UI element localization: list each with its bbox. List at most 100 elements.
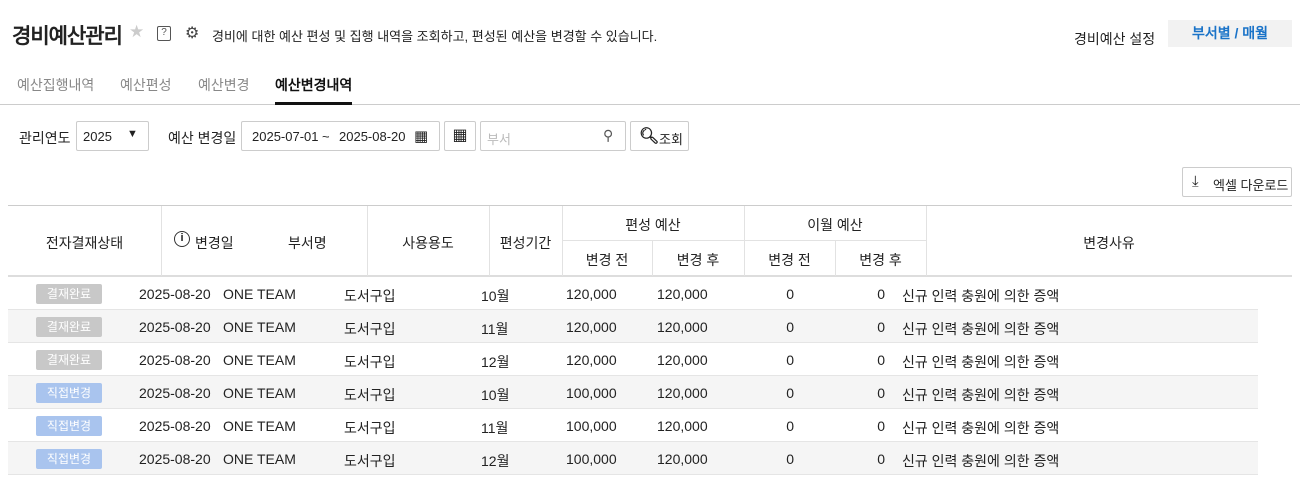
cell-usage: 도서구입 [344, 354, 396, 370]
table-row[interactable]: 직접변경 2025-08-20 ONE TEAM 도서구입 11월 100,000 120,… [8, 409, 1258, 442]
header-carry-after[interactable]: 변경 후 [859, 252, 902, 268]
cell-date: 2025-08-20 [139, 385, 211, 401]
cell-usage: 도서구입 [344, 288, 396, 304]
header-carry-group: 이월 예산 [807, 217, 863, 233]
cell-budget-after: 120,000 [657, 286, 708, 302]
dept-input[interactable]: 부서 ⚲ [480, 121, 626, 151]
cell-budget-before: 120,000 [566, 319, 617, 335]
cell-carry-before: 0 [786, 319, 794, 335]
cell-date: 2025-08-20 [139, 451, 211, 467]
cell-dept: ONE TEAM [223, 352, 296, 368]
tab-bar: 예산집행내역 예산편성 예산변경 예산변경내역 [0, 75, 1300, 105]
cell-date: 2025-08-20 [139, 352, 211, 368]
dept-placeholder: 부서 [487, 132, 511, 147]
cell-carry-after: 0 [877, 385, 885, 401]
budget-settings-button[interactable]: 부서별 / 매월 [1168, 20, 1292, 47]
excel-download-label: 엑셀 다운로드 [1213, 178, 1289, 193]
cell-budget-before: 100,000 [566, 418, 617, 434]
header-date[interactable]: 변경일 [195, 235, 234, 251]
header-budget-before[interactable]: 변경 전 [585, 252, 629, 268]
cell-budget-before: 100,000 [566, 451, 617, 467]
table-header: 전자결재상태 i 변경일 부서명 사용용도 편성기간 편성 예산 변경 전 변경… [8, 205, 1292, 277]
cell-reason: 신규 인력 충원에 의한 증액 [902, 321, 1060, 337]
cell-budget-before: 120,000 [566, 286, 617, 302]
calendar-button[interactable]: ▦ [444, 121, 476, 151]
cell-carry-after: 0 [877, 319, 885, 335]
cell-carry-before: 0 [786, 418, 794, 434]
download-icon: ⤓ [1192, 173, 1199, 190]
date-range-input[interactable]: 2025-07-01 ~ 2025-08-20 ▦ [241, 121, 440, 151]
cell-reason: 신규 인력 충원에 의한 증액 [902, 420, 1060, 436]
org-chart-icon[interactable]: ⚲ [603, 127, 614, 143]
cell-carry-before: 0 [786, 451, 794, 467]
header-period[interactable]: 편성기간 [499, 235, 552, 251]
cell-period: 11월 [481, 420, 509, 436]
excel-download-button[interactable]: ⤓ 엑셀 다운로드 [1182, 167, 1292, 197]
cell-carry-after: 0 [877, 286, 885, 302]
status-badge: 직접변경 [36, 416, 102, 436]
search-icon: 🔍︎ [639, 128, 660, 145]
status-badge: 결재완료 [36, 350, 102, 370]
table-row[interactable]: 직접변경 2025-08-20 ONE TEAM 도서구입 10월 100,000 120,… [8, 376, 1258, 409]
cell-budget-after: 120,000 [657, 451, 708, 467]
cell-reason: 신규 인력 충원에 의한 증액 [902, 453, 1060, 469]
cell-budget-after: 120,000 [657, 385, 708, 401]
favorite-star-icon[interactable]: ★ [129, 22, 145, 41]
cell-budget-after: 120,000 [657, 418, 708, 434]
cell-dept: ONE TEAM [223, 319, 296, 335]
tab-budget-plan[interactable]: 예산편성 [120, 77, 172, 93]
info-icon[interactable]: i [174, 231, 190, 247]
cell-dept: ONE TEAM [223, 451, 296, 467]
status-badge: 직접변경 [36, 449, 102, 469]
status-badge: 결재완료 [36, 317, 102, 337]
cell-budget-after: 120,000 [657, 352, 708, 368]
page-description: 경비에 대한 예산 편성 및 집행 내역을 조회하고, 편성된 예산을 변경할 … [212, 29, 658, 44]
table-row[interactable]: 직접변경 2025-08-20 ONE TEAM 도서구입 12월 100,000 120,… [8, 442, 1258, 475]
cell-reason: 신규 인력 충원에 의한 증액 [902, 387, 1060, 403]
tab-budget-change[interactable]: 예산변경 [198, 77, 250, 93]
cell-budget-before: 120,000 [566, 352, 617, 368]
cell-carry-before: 0 [786, 286, 794, 302]
help-icon[interactable]: ? [157, 26, 171, 41]
page-title: 경비예산관리 [12, 25, 123, 48]
cell-period: 10월 [481, 288, 510, 304]
year-label: 관리연도 [19, 130, 71, 146]
tab-execution[interactable]: 예산집행내역 [17, 77, 95, 93]
cell-period: 11월 [481, 321, 509, 337]
year-value: 2025 [83, 129, 112, 144]
cell-dept: ONE TEAM [223, 286, 296, 302]
table-row[interactable]: 결재완료 2025-08-20 ONE TEAM 도서구입 10월 120,000 120,… [8, 277, 1258, 310]
cell-date: 2025-08-20 [139, 418, 211, 434]
table-row[interactable]: 결재완료 2025-08-20 ONE TEAM 도서구입 12월 120,000 120,… [8, 343, 1258, 376]
date-from: 2025-07-01 [252, 129, 319, 144]
cell-budget-after: 120,000 [657, 319, 708, 335]
table-row[interactable]: 결재완료 2025-08-20 ONE TEAM 도서구입 11월 120,000 120,… [8, 310, 1258, 343]
cell-usage: 도서구입 [344, 453, 396, 469]
cell-carry-after: 0 [877, 418, 885, 434]
header-usage[interactable]: 사용용도 [402, 235, 454, 251]
header-budget-after[interactable]: 변경 후 [676, 252, 720, 268]
cell-dept: ONE TEAM [223, 385, 296, 401]
search-button[interactable]: 🔍︎ 조회 [630, 121, 689, 151]
cell-carry-before: 0 [786, 352, 794, 368]
tab-change-history[interactable]: 예산변경내역 [275, 75, 353, 105]
date-label: 예산 변경일 [168, 130, 237, 146]
header-budget-group: 편성 예산 [625, 217, 681, 233]
chevron-down-icon: ▼ [127, 128, 138, 140]
calendar-icon: ▦ [452, 127, 468, 144]
cell-usage: 도서구입 [344, 387, 396, 403]
header-status[interactable]: 전자결재상태 [45, 235, 124, 251]
header-dept[interactable]: 부서명 [288, 235, 327, 251]
cell-budget-before: 100,000 [566, 385, 617, 401]
cell-usage: 도서구입 [344, 321, 396, 337]
header-reason[interactable]: 변경사유 [1083, 235, 1135, 251]
date-separator: ~ [322, 129, 330, 144]
cell-dept: ONE TEAM [223, 418, 296, 434]
header-carry-before[interactable]: 변경 전 [768, 252, 811, 268]
gear-icon[interactable]: ⚙ [185, 25, 200, 42]
date-to: 2025-08-20 [339, 129, 406, 144]
search-label: 조회 [659, 132, 683, 147]
cell-reason: 신규 인력 충원에 의한 증액 [902, 354, 1060, 370]
year-select[interactable]: 2025 ▼ [76, 121, 149, 151]
cell-reason: 신규 인력 충원에 의한 증액 [902, 288, 1060, 304]
